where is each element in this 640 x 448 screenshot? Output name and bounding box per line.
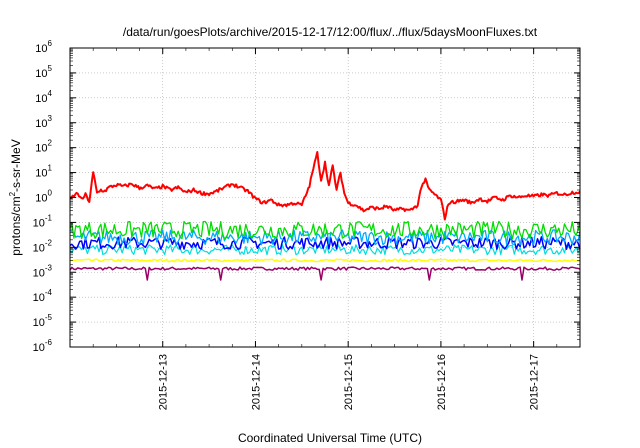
- y-tick-label: 106: [35, 39, 52, 55]
- y-tick-label: 10-5: [33, 313, 53, 329]
- y-label-rest: -s-sr-MeV: [9, 139, 23, 192]
- y-tick-label: 105: [35, 64, 52, 80]
- y-tick-label: 10-4: [33, 288, 53, 304]
- y-tick-label: 100: [35, 189, 52, 205]
- y-tick-label: 10-3: [33, 263, 53, 279]
- x-tick-label: 2015-12-17: [529, 354, 541, 410]
- series-layer: [69, 151, 581, 281]
- y-tick-label: 102: [35, 139, 52, 155]
- series-line-4: [69, 244, 581, 256]
- y-label-base: protons/cm: [9, 196, 23, 255]
- y-tick-label: 10-6: [33, 338, 53, 354]
- x-axis-ticks: 2015-12-13 2015-12-14 2015-12-15 2015-12-16…: [92, 48, 558, 410]
- y-tick-label: 101: [35, 164, 52, 180]
- y-axis-label: protons/cm2-s-sr-MeV: [8, 139, 23, 255]
- series-line-2: [69, 229, 581, 246]
- y-tick-label: 103: [35, 114, 52, 130]
- x-tick-label: 2015-12-14: [250, 354, 262, 410]
- y-tick-label: 10-1: [33, 213, 53, 229]
- y-tick-label: 104: [35, 89, 52, 105]
- x-tick-label: 2015-12-15: [343, 354, 355, 410]
- series-line-6: [69, 266, 581, 281]
- grid-lines: [70, 48, 580, 347]
- series-line-0: [69, 151, 581, 221]
- x-tick-label: 2015-12-13: [158, 354, 170, 410]
- x-axis-label: Coordinated Universal Time (UTC): [238, 431, 422, 445]
- series-line-1: [69, 220, 581, 240]
- series-line-5: [69, 258, 581, 263]
- x-tick-label: 2015-12-16: [436, 354, 448, 410]
- y-tick-label: 10-2: [33, 238, 53, 254]
- chart-title: /data/run/goesPlots/archive/2015-12-17/1…: [123, 25, 538, 39]
- y-axis-ticks: 10-6 10-5 10-4 10-3 10-2 10-1 100 101 102 103 104 1…: [33, 39, 580, 354]
- y-label-sup: 2: [8, 191, 17, 196]
